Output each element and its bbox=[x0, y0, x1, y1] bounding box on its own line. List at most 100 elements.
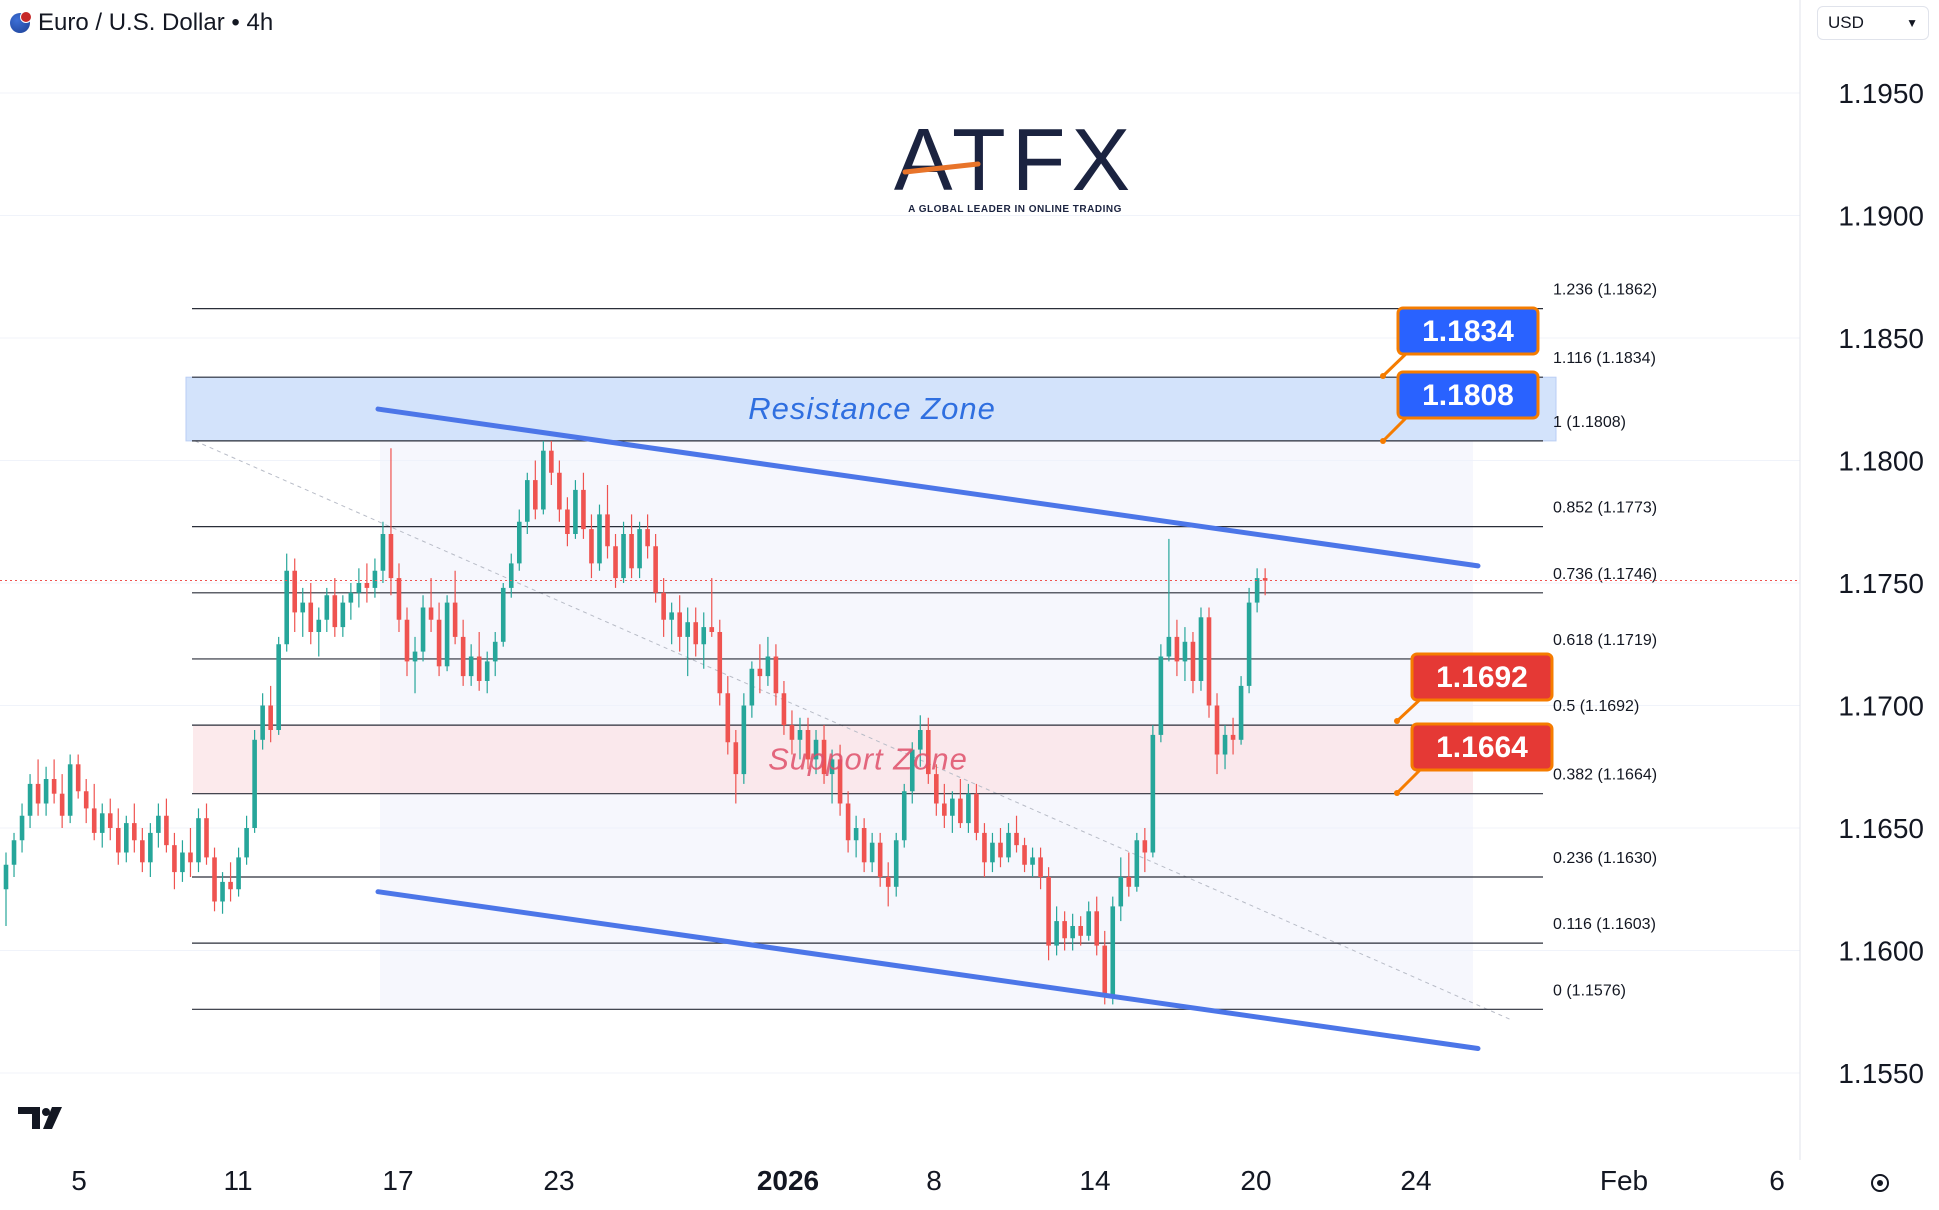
candle bbox=[942, 783, 947, 828]
candle bbox=[1062, 911, 1067, 951]
candle bbox=[1118, 857, 1124, 922]
candle bbox=[781, 681, 787, 735]
atfx-logo-tagline: A GLOBAL LEADER IN ONLINE TRADING bbox=[908, 204, 1122, 215]
candle bbox=[741, 693, 747, 784]
time-tick-label: 8 bbox=[926, 1165, 942, 1196]
candle bbox=[188, 828, 193, 877]
symbol-title[interactable]: Euro / U.S. Dollar • 4h bbox=[10, 8, 273, 38]
candle bbox=[43, 766, 49, 816]
candle bbox=[789, 710, 795, 755]
candle bbox=[1054, 906, 1059, 956]
eur-usd-flag-icon bbox=[10, 11, 32, 33]
time-tick-label: 20 bbox=[1240, 1165, 1271, 1196]
fib-label-0.116: 0.116 (1.1603) bbox=[1553, 916, 1656, 933]
candle bbox=[27, 774, 33, 828]
candle bbox=[372, 558, 378, 598]
price-tick-label: 1.1900 bbox=[1838, 201, 1924, 232]
candle bbox=[1142, 828, 1148, 873]
candle bbox=[196, 808, 201, 873]
symbol-title-text: Euro / U.S. Dollar • 4h bbox=[38, 9, 274, 36]
candle bbox=[1030, 847, 1035, 877]
candle bbox=[1126, 852, 1132, 897]
time-axis[interactable]: 5 11 17 23 2026 8 14 20 24 Feb 6 bbox=[71, 1165, 1785, 1196]
fib-label-1.116: 1.116 (1.1834) bbox=[1553, 350, 1656, 367]
candle bbox=[661, 578, 666, 637]
price-axis[interactable]: 1.1550 1.1600 1.1650 1.1700 1.1750 1.1800 1.18… bbox=[1838, 78, 1924, 1089]
candle bbox=[885, 862, 891, 907]
candle bbox=[1022, 837, 1027, 873]
price-tick-label: 1.1700 bbox=[1838, 691, 1924, 722]
currency-select[interactable]: USD ▼ bbox=[1817, 6, 1929, 40]
support-zone bbox=[193, 725, 1473, 794]
candle bbox=[869, 832, 875, 873]
candle bbox=[468, 644, 474, 686]
candle bbox=[533, 460, 538, 520]
price-tick-label: 1.1650 bbox=[1838, 813, 1924, 844]
candle bbox=[83, 779, 89, 824]
time-tick-label: 11 bbox=[223, 1165, 252, 1196]
candle bbox=[813, 730, 819, 775]
zone-labels: Resistance Zone Support Zone bbox=[748, 391, 995, 776]
price-badges: 1.1834 1.1808 1.1692 1.1664 bbox=[1380, 306, 1554, 796]
candle bbox=[1006, 823, 1011, 863]
candle bbox=[709, 578, 715, 637]
price-tick-label: 1.1850 bbox=[1838, 323, 1924, 354]
candle bbox=[1102, 930, 1108, 1005]
candle bbox=[204, 803, 209, 865]
candle bbox=[589, 514, 594, 579]
candle bbox=[749, 661, 755, 718]
candle bbox=[180, 840, 185, 882]
candle bbox=[124, 815, 129, 863]
candle bbox=[244, 815, 249, 865]
candle bbox=[35, 759, 41, 816]
candle bbox=[75, 754, 81, 799]
candle bbox=[396, 563, 402, 632]
candle bbox=[132, 803, 137, 853]
candle bbox=[958, 779, 963, 828]
candle bbox=[990, 832, 995, 873]
candle bbox=[1094, 896, 1100, 956]
currency-select-value: USD bbox=[1828, 13, 1864, 32]
candle bbox=[1166, 538, 1172, 662]
candle bbox=[3, 852, 9, 926]
candle bbox=[91, 783, 97, 841]
candle bbox=[452, 570, 458, 645]
candle bbox=[966, 783, 971, 833]
svg-text:1.1834: 1.1834 bbox=[1422, 315, 1514, 348]
candle bbox=[701, 612, 707, 669]
candle bbox=[525, 472, 530, 534]
candle bbox=[59, 774, 65, 828]
chevron-down-icon: ▼ bbox=[1906, 16, 1918, 30]
candle bbox=[220, 872, 225, 914]
candle bbox=[629, 514, 634, 579]
candle bbox=[156, 803, 161, 848]
settings-gear-icon[interactable] bbox=[1871, 1174, 1889, 1192]
candle bbox=[332, 578, 338, 637]
fib-label-0.618: 0.618 (1.1719) bbox=[1553, 632, 1657, 649]
candles bbox=[0, 440, 1800, 1005]
candle bbox=[508, 553, 514, 598]
candle bbox=[950, 791, 955, 833]
price-tick-label: 1.1750 bbox=[1838, 568, 1924, 599]
candle bbox=[1230, 717, 1236, 755]
price-tick-label: 1.1550 bbox=[1838, 1058, 1924, 1089]
candle bbox=[845, 791, 851, 853]
fib-label-0.382: 0.382 (1.1664) bbox=[1553, 767, 1657, 784]
candle bbox=[597, 504, 602, 571]
atfx-logo-swoosh bbox=[902, 161, 981, 175]
candle bbox=[148, 823, 153, 877]
candle bbox=[549, 440, 554, 485]
price-tick-label: 1.1800 bbox=[1838, 446, 1924, 477]
fib-label-0.852: 0.852 (1.1773) bbox=[1553, 500, 1657, 517]
candle bbox=[901, 783, 907, 848]
candle bbox=[1174, 619, 1180, 677]
candle bbox=[917, 715, 923, 767]
candle bbox=[460, 619, 466, 686]
candle bbox=[436, 602, 442, 677]
candle bbox=[324, 587, 330, 632]
resistance-zone bbox=[185, 376, 1557, 442]
candle bbox=[1158, 644, 1164, 743]
candle bbox=[364, 563, 370, 603]
candle bbox=[934, 764, 939, 816]
